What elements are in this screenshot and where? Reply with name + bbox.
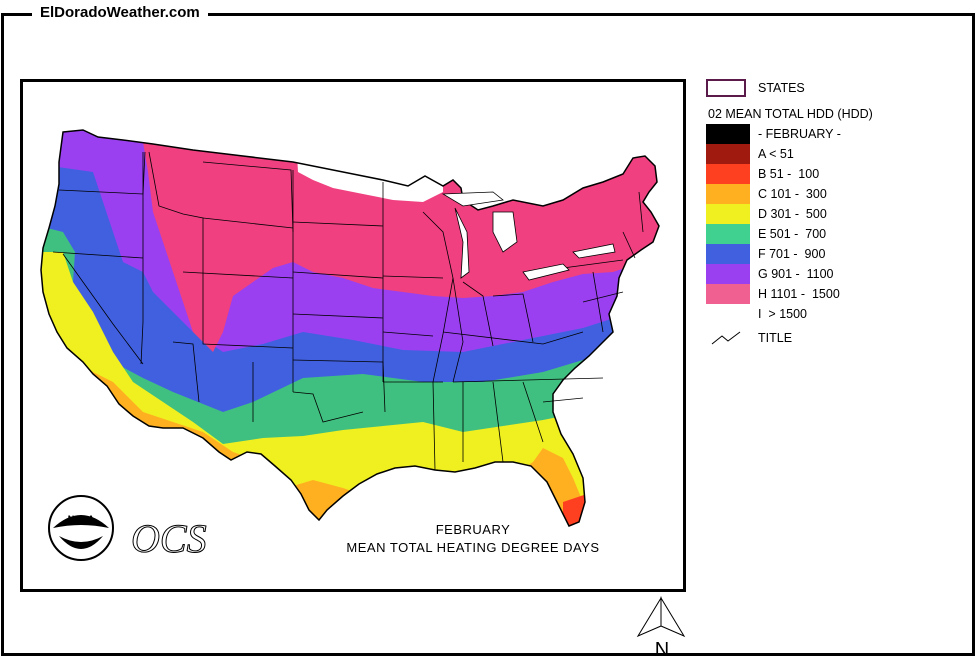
site-title[interactable]: ElDoradoWeather.com: [32, 4, 208, 22]
legend-item-f: F 701 - 900: [706, 244, 825, 264]
legend-title-row[interactable]: TITLE: [706, 328, 792, 348]
legend-item-c: C 101 - 300: [706, 184, 827, 204]
legend-item-e: E 501 - 700: [706, 224, 826, 244]
legend-swatch: [706, 124, 750, 144]
legend-title-label: TITLE: [758, 331, 793, 345]
legend-swatch: [706, 264, 750, 284]
map-panel: NOAA OCS FEBRUARY MEAN TOTAL HEATING DEG…: [20, 79, 686, 592]
legend-item-label: - FEBRUARY -: [758, 127, 841, 141]
north-label: N: [655, 639, 669, 658]
legend-item-february: - FEBRUARY -: [706, 124, 841, 144]
title-line-icon: [711, 331, 741, 345]
states-swatch: [706, 79, 746, 97]
noaa-logo-text: NOAA: [68, 514, 95, 524]
caption-line1: FEBRUARY: [435, 522, 511, 537]
legend-swatch: [706, 184, 750, 204]
legend-item-d: D 301 - 500: [706, 204, 827, 224]
legend-item-label: I > 1500: [758, 307, 807, 321]
us-hdd-map: NOAA OCS: [40, 129, 660, 562]
legend-item-label: H 1101 - 1500: [758, 287, 840, 301]
legend-item-label: B 51 - 100: [758, 167, 820, 181]
legend-swatch: [706, 224, 750, 244]
legend-item-label: D 301 - 500: [758, 207, 827, 221]
legend-swatch: [706, 164, 750, 184]
legend-layer-title: 02 MEAN TOTAL HDD (HDD): [706, 104, 873, 124]
legend-states-label: STATES: [758, 81, 805, 95]
legend-item-g: G 901 - 1100: [706, 264, 834, 284]
noaa-logo: [48, 495, 114, 561]
legend-item-b: B 51 - 100: [706, 164, 819, 184]
outer-frame: [1, 13, 975, 656]
legend-item-i: I > 1500: [706, 304, 807, 324]
legend-item-a: A < 51: [706, 144, 794, 164]
legend-item-label: A < 51: [758, 147, 794, 161]
caption-line2: MEAN TOTAL HEATING DEGREE DAYS: [346, 540, 600, 555]
legend-states-row[interactable]: STATES: [706, 78, 805, 98]
legend-item-label: F 701 - 900: [758, 247, 826, 261]
legend-item-h: H 1101 - 1500: [706, 284, 840, 304]
legend-item-label: E 501 - 700: [758, 227, 827, 241]
state-boundaries: [52, 151, 644, 471]
legend-swatch: [706, 284, 750, 304]
legend-swatch: [706, 304, 750, 324]
great-lakes: [441, 191, 616, 281]
legend-swatch: [706, 244, 750, 264]
legend-item-label: C 101 - 300: [758, 187, 827, 201]
legend-swatch: [706, 144, 750, 164]
north-arrow-icon: N: [636, 596, 686, 658]
legend-item-label: G 901 - 1100: [758, 267, 834, 281]
legend-swatch: [706, 204, 750, 224]
ocs-logo: OCS: [131, 516, 207, 561]
legend-layer-title-text: 02 MEAN TOTAL HDD (HDD): [708, 107, 873, 121]
